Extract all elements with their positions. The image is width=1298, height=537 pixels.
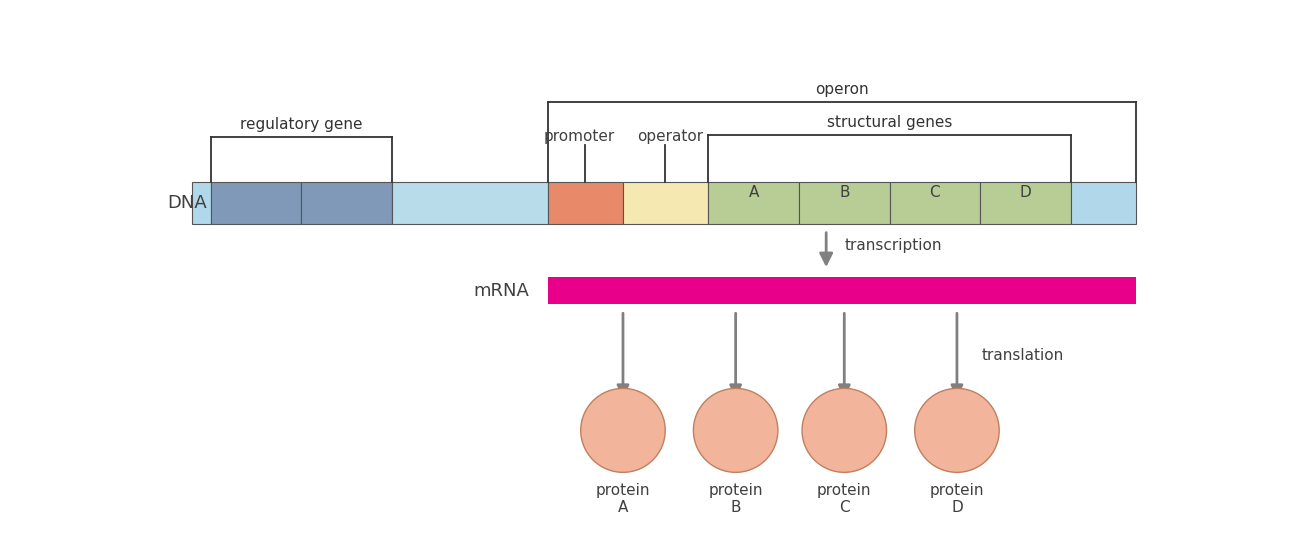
Text: promoter: promoter xyxy=(544,129,615,144)
Text: mRNA: mRNA xyxy=(474,282,530,300)
Text: B: B xyxy=(839,185,849,200)
Text: regulatory gene: regulatory gene xyxy=(240,117,362,132)
Bar xyxy=(623,182,709,223)
Bar xyxy=(301,182,392,223)
Bar xyxy=(192,182,210,223)
Text: C: C xyxy=(929,185,940,200)
Bar xyxy=(800,182,889,223)
Text: structural genes: structural genes xyxy=(827,115,953,130)
Ellipse shape xyxy=(802,388,887,473)
Text: protein
C: protein C xyxy=(816,483,871,515)
Text: protein
B: protein B xyxy=(709,483,763,515)
Bar xyxy=(392,182,548,223)
Bar xyxy=(548,182,623,223)
Text: translation: translation xyxy=(983,348,1064,363)
Text: A: A xyxy=(749,185,759,200)
Bar xyxy=(709,182,800,223)
Text: protein
D: protein D xyxy=(929,483,984,515)
Bar xyxy=(1071,182,1136,223)
Ellipse shape xyxy=(915,388,999,473)
Bar xyxy=(889,182,980,223)
Ellipse shape xyxy=(580,388,666,473)
Bar xyxy=(548,278,1136,304)
Bar xyxy=(210,182,301,223)
Text: protein
A: protein A xyxy=(596,483,650,515)
Bar xyxy=(980,182,1071,223)
Text: operon: operon xyxy=(815,82,868,97)
Ellipse shape xyxy=(693,388,778,473)
Text: operator: operator xyxy=(637,129,704,144)
Text: D: D xyxy=(1019,185,1031,200)
Text: transcription: transcription xyxy=(844,238,942,253)
Text: DNA: DNA xyxy=(167,194,206,212)
